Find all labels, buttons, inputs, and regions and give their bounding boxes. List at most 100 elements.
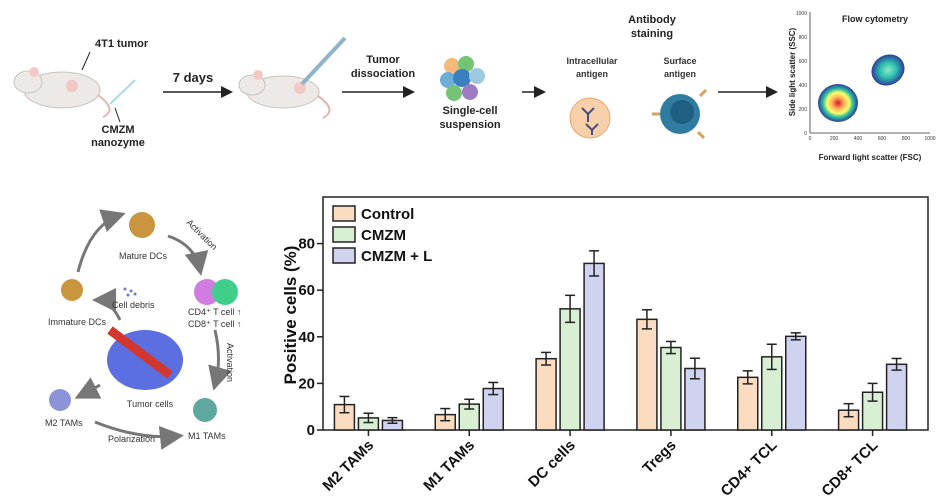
flow-x-tick: 600 xyxy=(878,136,887,142)
bar-dc-cells-cmzm xyxy=(559,308,581,431)
interval-label: 7 days xyxy=(173,70,213,85)
m1-tam-icon xyxy=(193,398,217,422)
error-bar xyxy=(464,398,475,410)
bar-cd8-tcl-cmzm-l xyxy=(885,363,908,431)
error-bar xyxy=(488,381,499,396)
plot-frame xyxy=(322,196,929,431)
y-tick-label: 60 xyxy=(298,282,315,299)
surface-label-1: Surface xyxy=(663,56,696,66)
injection-pointer xyxy=(114,107,121,123)
intracellular-label-2: antigen xyxy=(576,69,608,79)
y-tick-label: 40 xyxy=(298,329,315,346)
intracellular-cell-icon xyxy=(569,97,611,139)
flow-y-tick: 800 xyxy=(799,35,808,41)
bar-chart: Positive cells (%) 0 20 40 60 80 M2 TAMs M1 T… xyxy=(281,196,929,500)
cycle-diagram: Mature DCs Activation CD4⁺ T cell ↑ CD8⁺… xyxy=(45,209,241,450)
flow-y-tick: 0 xyxy=(804,131,807,137)
flow-cytometry-plot: Flow cytometry Forward light scatter (FS… xyxy=(788,11,936,162)
error-bar xyxy=(843,402,854,418)
tumor-label: 4T1 tumor xyxy=(95,38,149,50)
flow-y-tick: 200 xyxy=(799,107,808,113)
error-bar xyxy=(541,351,552,366)
immature-dcs-label: Immature DCs xyxy=(48,317,107,327)
legend-label: CMZM xyxy=(361,227,406,244)
y-tick-label: 20 xyxy=(298,375,315,392)
error-bar xyxy=(565,294,576,324)
cell-debris-label: Cell debris xyxy=(112,300,155,310)
y-tick-label: 0 xyxy=(307,422,315,439)
x-tick-label: M1 TAMs xyxy=(420,437,478,495)
cd4-label: CD4⁺ T cell ↑ xyxy=(188,307,241,317)
cd4-cell-icon xyxy=(194,279,220,305)
error-bar xyxy=(387,416,398,424)
bar-dc-cells-control xyxy=(535,357,557,431)
legend-swatch xyxy=(332,226,356,243)
cd8-cell-icon xyxy=(212,279,238,305)
syringe-icon xyxy=(109,79,136,105)
error-bar xyxy=(440,407,451,422)
error-bar xyxy=(641,309,652,330)
injection-label-1: CMZM xyxy=(102,124,135,136)
flow-title: Flow cytometry xyxy=(842,14,908,24)
y-axis-label: Positive cells (%) xyxy=(281,246,300,385)
flow-x-tick: 800 xyxy=(902,136,911,142)
bar-cd4-tcl-control xyxy=(737,376,759,431)
flow-ylabel: Side light scatter (SSC) xyxy=(788,27,797,116)
m2-tam-icon xyxy=(49,389,71,411)
error-bar xyxy=(790,332,801,341)
bar-tregs-cmzm xyxy=(660,346,682,431)
flow-y-tick: 400 xyxy=(799,83,808,89)
mature-dcs-label: Mature DCs xyxy=(119,251,168,261)
flow-xlabel: Forward light scatter (FSC) xyxy=(819,153,922,162)
error-bar xyxy=(689,357,700,380)
bar-tregs-control xyxy=(636,318,658,431)
m1-tams-label: M1 TAMs xyxy=(188,431,226,441)
intracellular-label-1: Intracellular xyxy=(566,56,618,66)
bar-cd4-tcl-cmzm-l xyxy=(785,335,807,431)
population-2 xyxy=(871,54,905,86)
error-bar xyxy=(766,343,777,371)
x-tick-label: CD4+ TCL xyxy=(718,437,781,500)
error-bar xyxy=(891,357,902,371)
m2-tams-label: M2 TAMs xyxy=(45,418,83,428)
x-tick-label: Tregs xyxy=(639,437,679,477)
bar-dc-cells-cmzm-l xyxy=(583,262,605,431)
flow-x-tick: 200 xyxy=(830,136,839,142)
injection-label-2: nanozyme xyxy=(91,137,145,149)
tumor-pointer xyxy=(81,51,91,71)
legend-swatch xyxy=(332,247,356,264)
legend-swatch xyxy=(332,205,356,222)
mouse-1-icon xyxy=(13,67,111,118)
activation-label-2: Activation xyxy=(225,343,235,382)
cell-cluster-icon xyxy=(440,56,485,101)
legend: Control CMZM CMZM + L xyxy=(332,205,432,265)
flow-x-tick: 1000 xyxy=(924,136,935,142)
flow-x-tick: 0 xyxy=(809,136,812,142)
error-bar xyxy=(665,340,676,355)
y-tick-label: 80 xyxy=(298,236,315,253)
mouse-2-icon xyxy=(238,70,331,119)
immature-dc-icon xyxy=(61,279,83,301)
dissociation-label-2: dissociation xyxy=(351,68,415,80)
mature-dc-icon xyxy=(129,212,155,238)
error-bar xyxy=(589,250,600,277)
flow-y-tick: 600 xyxy=(799,59,808,65)
polarization-label: Polarization xyxy=(108,434,155,444)
error-bar xyxy=(867,382,878,402)
legend-label: Control xyxy=(361,206,414,223)
population-1 xyxy=(818,84,858,122)
staining-title-2: staining xyxy=(631,28,673,40)
error-bar xyxy=(339,395,350,414)
surface-label-2: antigen xyxy=(664,69,696,79)
tumor-cells-label: Tumor cells xyxy=(127,399,174,409)
legend-label: CMZM + L xyxy=(361,248,432,265)
dissociation-label-1: Tumor xyxy=(366,54,400,66)
flow-y-tick: 1000 xyxy=(796,11,807,17)
flow-x-tick: 400 xyxy=(854,136,863,142)
scalpel-icon xyxy=(300,36,347,86)
x-tick-label: M2 TAMs xyxy=(319,437,377,495)
x-tick-label: DC cells xyxy=(525,437,579,491)
error-bar xyxy=(363,412,374,424)
activation-label-1: Activation xyxy=(185,217,220,252)
